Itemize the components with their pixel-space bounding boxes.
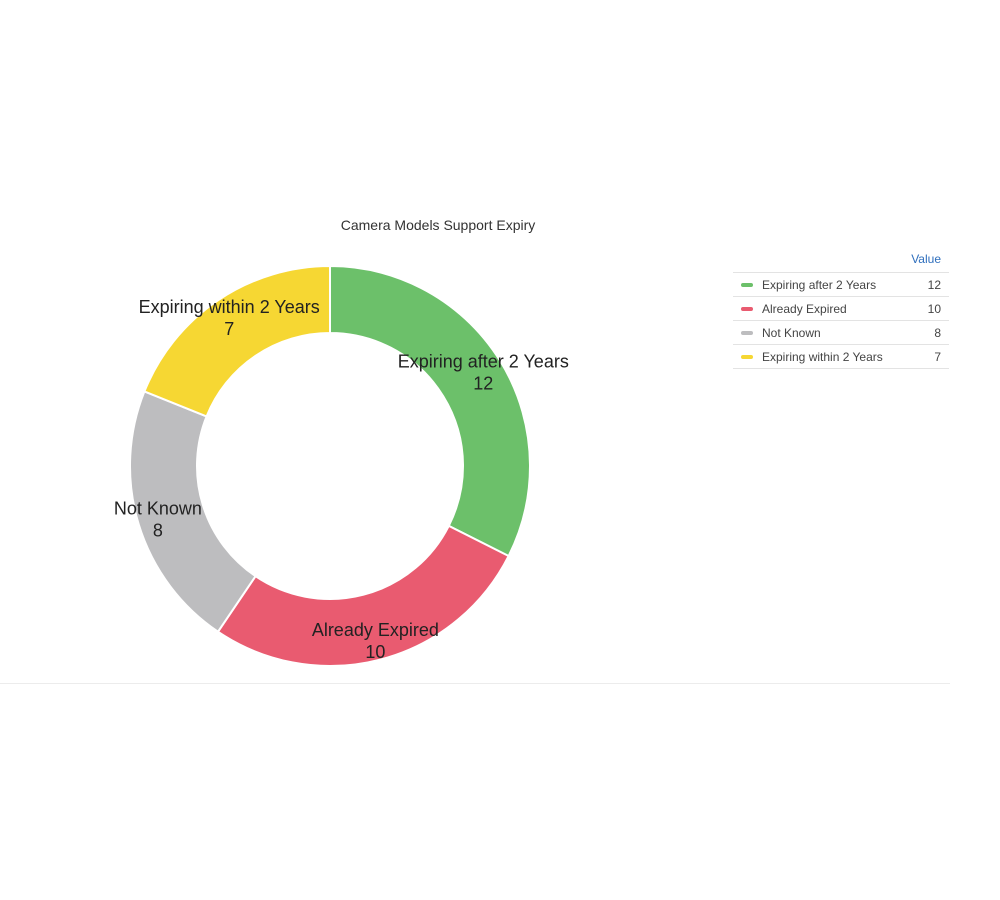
- legend-label: Expiring after 2 Years: [762, 277, 877, 292]
- legend-value: 8: [934, 325, 941, 340]
- slice-value-label: 7: [224, 319, 234, 339]
- legend-header: Value: [911, 252, 941, 266]
- legend-table: Value Expiring after 2 Years 12 Already …: [733, 252, 949, 369]
- legend-label: Not Known: [762, 325, 821, 340]
- slice-label: Not Known: [114, 499, 202, 519]
- legend-label: Already Expired: [762, 301, 847, 316]
- legend-value: 7: [934, 349, 941, 364]
- legend-label: Expiring within 2 Years: [762, 349, 883, 364]
- legend-swatch: [741, 282, 753, 287]
- legend-value: 10: [927, 301, 941, 316]
- legend-row[interactable]: Expiring after 2 Years 12: [733, 272, 949, 296]
- legend-value: 12: [927, 277, 941, 292]
- donut-slice[interactable]: [329, 264, 531, 558]
- slice-value-label: 10: [365, 642, 385, 662]
- legend-row[interactable]: Already Expired 10: [733, 296, 949, 320]
- donut-slice[interactable]: [129, 390, 257, 634]
- legend-swatch: [741, 330, 753, 335]
- slice-value-label: 12: [473, 374, 493, 394]
- chart-bottom-divider: [0, 683, 950, 684]
- slice-value-label: 8: [153, 521, 163, 541]
- donut-slice[interactable]: [143, 264, 331, 418]
- slice-label: Expiring after 2 Years: [398, 352, 569, 372]
- slice-label: Expiring within 2 Years: [139, 297, 320, 317]
- legend-row[interactable]: Not Known 8: [733, 320, 949, 344]
- legend-swatch: [741, 354, 753, 359]
- slice-label: Already Expired: [312, 620, 439, 640]
- chart-title: Camera Models Support Expiry: [340, 217, 536, 233]
- legend-row[interactable]: Expiring within 2 Years 7: [733, 344, 949, 369]
- donut-slice[interactable]: [216, 524, 510, 667]
- legend-swatch: [741, 306, 753, 311]
